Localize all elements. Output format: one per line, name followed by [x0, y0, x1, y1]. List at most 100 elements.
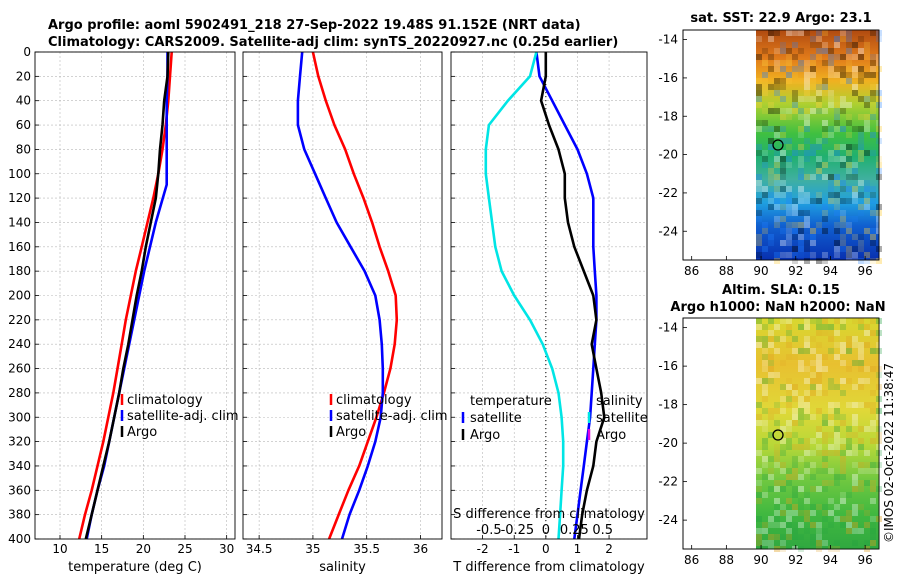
heatmap-cell [822, 420, 828, 426]
heatmap-cell [804, 516, 810, 522]
heatmap-cell [780, 318, 786, 324]
heatmap-cell [864, 522, 870, 528]
heatmap-cell [786, 240, 792, 246]
heatmap-cell [822, 132, 828, 138]
heatmap-cell [768, 330, 774, 336]
heatmap-cell [828, 54, 834, 60]
heatmap-cell [840, 360, 846, 366]
x-axis-label: salinity [319, 560, 366, 575]
heatmap-cell [846, 174, 852, 180]
heatmap-cell [780, 186, 786, 192]
heatmap-cell [858, 96, 864, 102]
heatmap-cell [792, 408, 798, 414]
heatmap-cell [822, 90, 828, 96]
heatmap-cell [852, 54, 858, 60]
heatmap-cell [870, 318, 876, 324]
heatmap-cell [834, 342, 840, 348]
heatmap-cell [786, 198, 792, 204]
heatmap-cell [858, 402, 864, 408]
heatmap-cell [852, 174, 858, 180]
heatmap-cell [756, 216, 762, 222]
map-x-tick-label: 88 [719, 553, 734, 567]
heatmap-cell [858, 78, 864, 84]
heatmap-cell [792, 102, 798, 108]
map-y-tick-label: -14 [658, 321, 678, 335]
map-x-tick-label: 90 [753, 553, 768, 567]
heatmap-cell [840, 66, 846, 72]
y-tick-label: 0 [23, 45, 31, 59]
map-y-tick-label: -20 [658, 148, 678, 162]
heatmap-cell [840, 378, 846, 384]
heatmap-cell [846, 432, 852, 438]
heatmap-cell [834, 450, 840, 456]
heatmap-cell [852, 540, 858, 546]
heatmap-cell [870, 366, 876, 372]
map-x-tick-label: 92 [788, 553, 803, 567]
heatmap-cell [816, 444, 822, 450]
heatmap-cell [852, 474, 858, 480]
difference-panel: -2 -1 0 1 2 T difference from climatology temp… [450, 51, 648, 575]
imos-timestamp-label: ©IMOS 02-Oct-2022 11:38:47 [882, 363, 896, 543]
heatmap-cell [834, 114, 840, 120]
heatmap-cell [834, 222, 840, 228]
heatmap-cell [798, 168, 804, 174]
heatmap-cell [762, 426, 768, 432]
heatmap-cell [816, 522, 822, 528]
heatmap-cell [780, 162, 786, 168]
heatmap-cell [870, 438, 876, 444]
heatmap-cell [780, 174, 786, 180]
heatmap-cell [864, 48, 870, 54]
heatmap-cell [762, 354, 768, 360]
x-tick-label: 2 [605, 542, 613, 556]
heatmap-cell [780, 522, 786, 528]
heatmap-cell [792, 474, 798, 480]
sst-map-border [682, 29, 880, 261]
heatmap-cell [810, 60, 816, 66]
heatmap-cell [852, 432, 858, 438]
heatmap-cell [774, 108, 780, 114]
heatmap-cell [846, 522, 852, 528]
heatmap-cell [858, 378, 864, 384]
heatmap-cell [786, 420, 792, 426]
heatmap-cell [864, 126, 870, 132]
heatmap-cell [804, 60, 810, 66]
heatmap-cell [858, 240, 864, 246]
heatmap-cell [798, 132, 804, 138]
heatmap-cell [870, 486, 876, 492]
heatmap-cell [816, 504, 822, 510]
heatmap-cell [804, 414, 810, 420]
x-tick-label: 35.5 [353, 542, 380, 556]
heatmap-cell [870, 390, 876, 396]
heatmap-cell [810, 198, 816, 204]
heatmap-cell [810, 66, 816, 72]
heatmap-cell [798, 486, 804, 492]
heatmap-cell [828, 192, 834, 198]
legend-label: Argo [127, 425, 157, 440]
heatmap-cell [840, 180, 846, 186]
heatmap-cell [786, 234, 792, 240]
heatmap-cell [810, 486, 816, 492]
heatmap-cell [828, 408, 834, 414]
heatmap-cell [816, 450, 822, 456]
heatmap-cell [822, 528, 828, 534]
heatmap-cell [786, 516, 792, 522]
heatmap-cell [810, 348, 816, 354]
heatmap-cell [816, 426, 822, 432]
heatmap-cell [756, 36, 762, 42]
heatmap-cell [768, 432, 774, 438]
heatmap-cell [780, 60, 786, 66]
heatmap-cell [774, 252, 780, 258]
heatmap-cell [780, 138, 786, 144]
heatmap-cell [810, 474, 816, 480]
heatmap-cell [780, 108, 786, 114]
y-tick-label: 360 [8, 483, 31, 497]
heatmap-cell [756, 324, 762, 330]
x-axis-label: T difference from climatology [452, 560, 645, 575]
heatmap-cell [864, 72, 870, 78]
heatmap-cell [756, 540, 762, 546]
heatmap-cell [774, 78, 780, 84]
heatmap-cell [816, 528, 822, 534]
heatmap-cell [810, 522, 816, 528]
heatmap-cell [774, 30, 780, 36]
heatmap-cell [858, 348, 864, 354]
